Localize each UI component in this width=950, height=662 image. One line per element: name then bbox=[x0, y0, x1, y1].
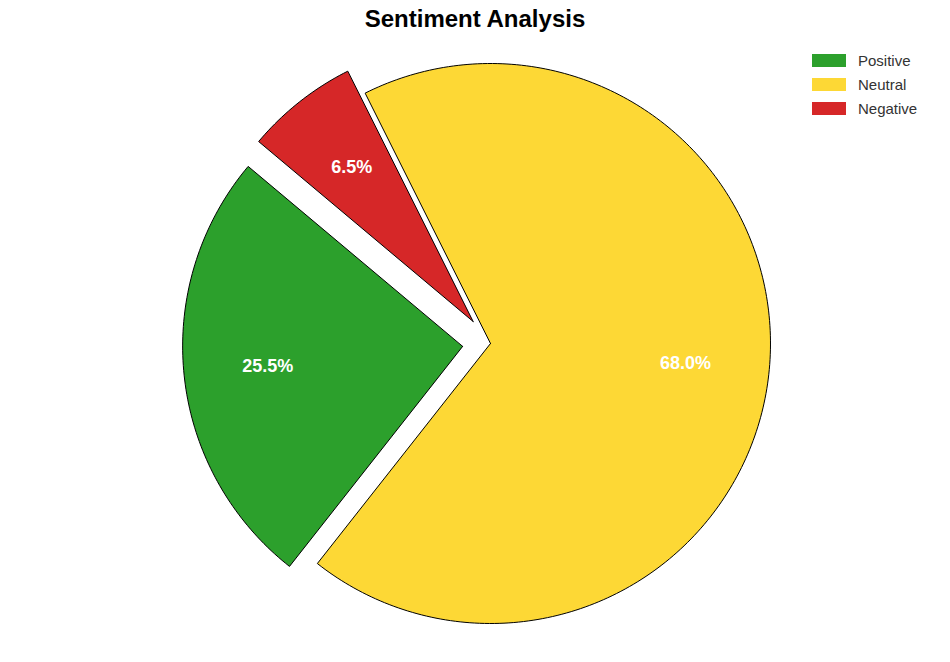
html-text:Neutral: Neutral bbox=[858, 75, 907, 93]
html-text:Negative: Negative bbox=[858, 99, 918, 117]
html-text:Sentiment Analysis: Sentiment Analysis bbox=[364, 5, 586, 32]
html-text:Positive: Positive bbox=[858, 51, 911, 69]
svg-text:6.5%: 6.5% bbox=[331, 157, 372, 177]
svg-text:68.0%: 68.0% bbox=[660, 353, 711, 373]
svg-text:25.5%: 25.5% bbox=[242, 356, 293, 376]
